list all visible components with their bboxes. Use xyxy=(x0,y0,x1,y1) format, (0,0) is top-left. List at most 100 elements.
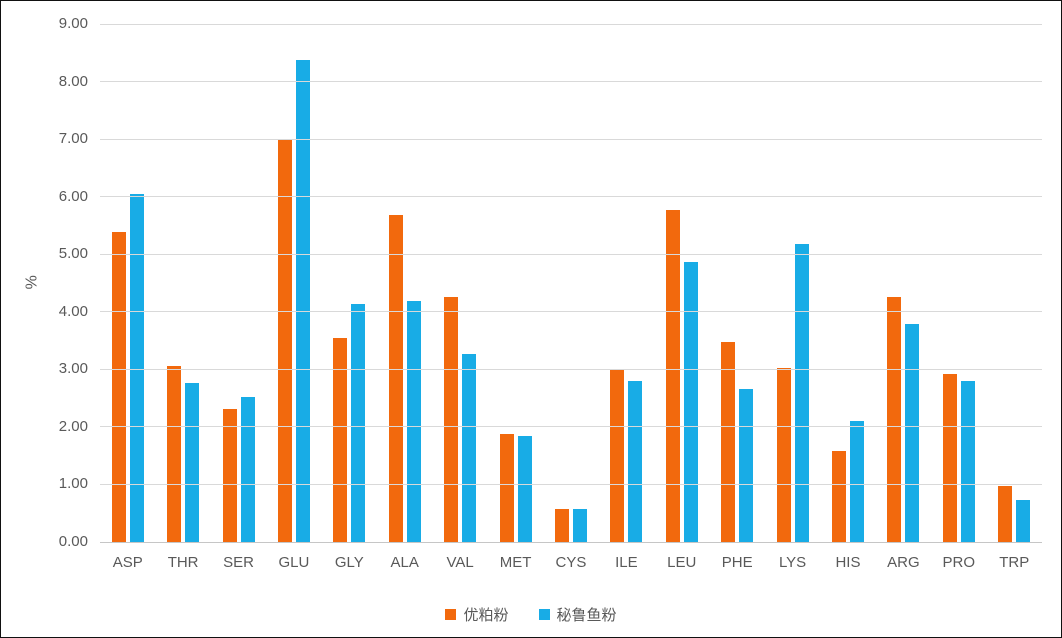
x-axis-label: LYS xyxy=(778,554,807,571)
x-axis-label: SER xyxy=(223,554,254,571)
bar xyxy=(831,450,846,542)
bar xyxy=(905,323,920,542)
bar xyxy=(887,296,902,542)
bar-group-ser xyxy=(211,24,266,542)
gridline xyxy=(100,196,1042,198)
bar xyxy=(185,383,200,542)
bar xyxy=(998,486,1013,542)
bar xyxy=(406,300,421,542)
bar xyxy=(295,60,310,542)
bar xyxy=(462,354,477,542)
bar xyxy=(610,369,625,542)
x-axis-label: GLY xyxy=(334,554,364,571)
legend-item: 优粕粉 xyxy=(445,604,509,625)
bar-group-met xyxy=(488,24,543,542)
x-axis-label: ILE xyxy=(615,554,638,571)
gridline xyxy=(100,483,1042,485)
bar xyxy=(129,194,144,542)
bar xyxy=(665,210,680,542)
bar-group-leu xyxy=(654,24,709,542)
bar-group-asp xyxy=(100,24,155,542)
legend-label: 秘鲁鱼粉 xyxy=(556,606,617,624)
bar xyxy=(572,509,587,542)
bar-group-his xyxy=(820,24,875,542)
x-axis-label: MET xyxy=(499,554,532,571)
gridline xyxy=(100,81,1042,83)
bar xyxy=(1016,500,1031,542)
y-tick-label: 1.00 xyxy=(58,475,88,493)
bar xyxy=(351,303,366,542)
bar xyxy=(683,261,698,542)
bar-group-arg xyxy=(876,24,931,542)
gridline xyxy=(100,138,1042,140)
x-axis-label: GLU xyxy=(278,554,310,571)
bar-group-thr xyxy=(155,24,210,542)
x-axis-labels: ASP THR SER GLU GLY ALA VAL MET CYS ILE LEU PHE LYS H… xyxy=(100,553,1042,573)
bar xyxy=(776,368,791,542)
bar-group-cys xyxy=(543,24,598,542)
bar-group-pro xyxy=(931,24,986,542)
bar-group-ile xyxy=(599,24,654,542)
gridline xyxy=(100,253,1042,255)
x-axis-label: ASP xyxy=(112,554,143,571)
bar xyxy=(388,215,403,542)
gridline xyxy=(100,23,1042,25)
y-tick-label: 8.00 xyxy=(58,72,88,90)
x-axis-label: PRO xyxy=(942,554,976,571)
y-tick-label: 7.00 xyxy=(58,130,88,148)
y-tick-label: 0.00 xyxy=(58,533,88,550)
x-axis-label: ARG xyxy=(887,554,920,571)
bar xyxy=(444,296,459,542)
y-axis-title: % xyxy=(23,274,41,290)
legend-swatch-icon xyxy=(445,608,457,620)
legend-swatch-icon xyxy=(538,608,550,620)
bar-group-phe xyxy=(709,24,764,542)
gridline xyxy=(100,311,1042,313)
x-axis-label: PHE xyxy=(721,554,753,571)
x-axis-label: ALA xyxy=(390,554,419,571)
bar xyxy=(721,342,736,542)
bar xyxy=(111,232,126,542)
bar-group-trp xyxy=(987,24,1042,542)
chart-legend: 优粕粉 秘鲁鱼粉 xyxy=(1,601,1061,627)
bar xyxy=(499,434,514,542)
bar-group-val xyxy=(432,24,487,542)
bar xyxy=(277,140,292,542)
bar xyxy=(942,373,957,542)
bar xyxy=(222,409,237,542)
gridline xyxy=(100,368,1042,370)
y-tick-label: 9.00 xyxy=(58,15,88,32)
bar xyxy=(628,380,643,542)
bar xyxy=(554,508,569,542)
bar xyxy=(739,388,754,542)
legend-item: 秘鲁鱼粉 xyxy=(538,604,617,625)
bar xyxy=(517,435,532,542)
y-tick-label: 6.00 xyxy=(58,187,88,205)
bar xyxy=(167,365,182,542)
x-axis-line xyxy=(100,541,1042,543)
bar xyxy=(960,380,975,542)
bar-group-ala xyxy=(377,24,432,542)
gridline xyxy=(100,426,1042,428)
y-tick-label: 5.00 xyxy=(58,245,88,263)
bar xyxy=(333,337,348,542)
x-axis-label: HIS xyxy=(835,554,861,571)
x-axis-label: TRP xyxy=(999,554,1030,571)
legend-label: 优粕粉 xyxy=(463,606,509,624)
x-axis-label: THR xyxy=(167,554,199,571)
x-axis-label: VAL xyxy=(446,554,474,571)
y-tick-label: 4.00 xyxy=(58,302,88,320)
bar-groups xyxy=(100,24,1042,542)
bar xyxy=(849,420,864,542)
plot-area: 0.00 1.00 2.00 3.00 4.00 5.00 6.00 7.00 8.00 9.00 xyxy=(59,15,1042,550)
bar-group-glu xyxy=(266,24,321,542)
bar-group-lys xyxy=(765,24,820,542)
x-axis-label: CYS xyxy=(555,554,587,571)
bar xyxy=(794,243,809,542)
y-tick-label: 2.00 xyxy=(58,417,88,435)
x-axis-label: LEU xyxy=(667,554,697,571)
bar xyxy=(240,396,255,542)
y-tick-label: 3.00 xyxy=(58,360,88,378)
bar-group-gly xyxy=(322,24,377,542)
